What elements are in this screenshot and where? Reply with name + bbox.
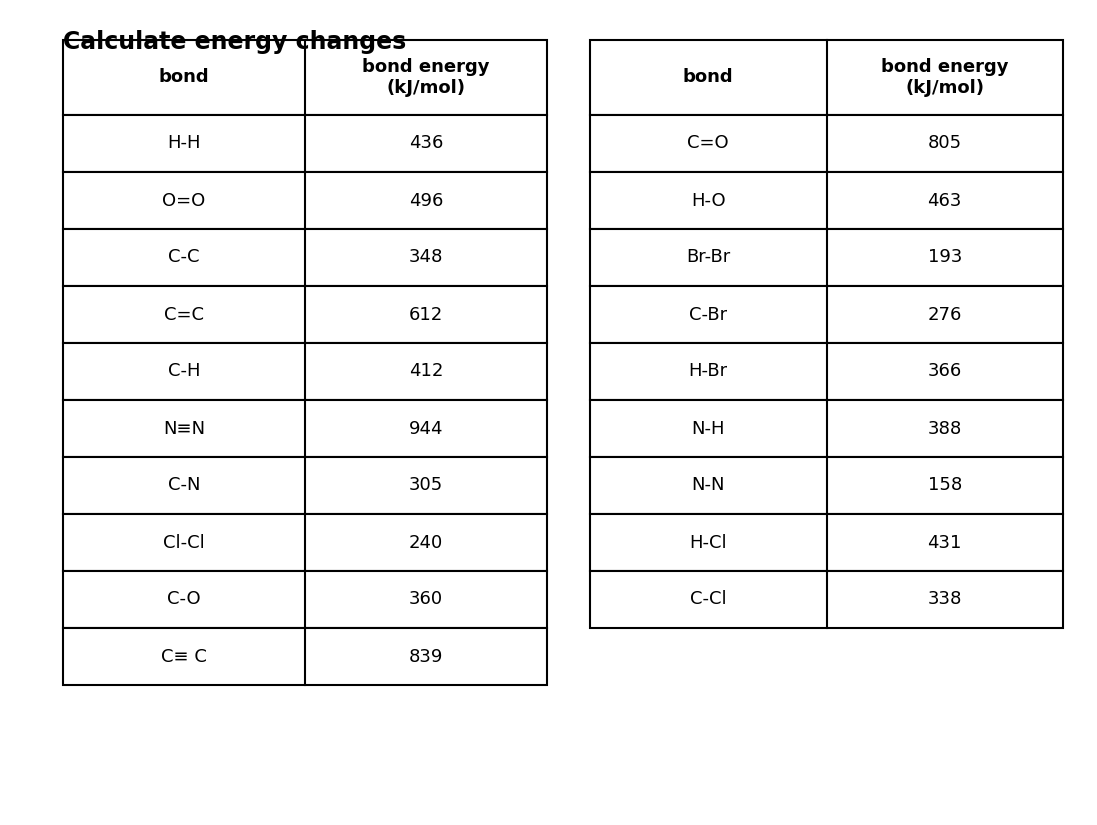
Text: H-Cl: H-Cl	[689, 534, 727, 551]
Text: 496: 496	[409, 191, 443, 210]
Bar	[590, 172, 1063, 229]
Text: 944: 944	[409, 419, 443, 437]
Text: N≡N: N≡N	[163, 419, 205, 437]
Text: 240: 240	[409, 534, 443, 551]
Text: Calculate energy changes: Calculate energy changes	[63, 30, 406, 54]
Text: 463: 463	[928, 191, 962, 210]
Text: 276: 276	[928, 305, 962, 323]
Bar	[63, 571, 547, 628]
Text: 805: 805	[928, 134, 962, 153]
Text: C-N: C-N	[168, 477, 201, 494]
Bar	[63, 286, 547, 343]
Text: N-H: N-H	[691, 419, 725, 437]
Bar	[590, 40, 1063, 115]
Bar	[590, 457, 1063, 514]
Text: 360: 360	[409, 591, 443, 609]
Text: 412: 412	[409, 362, 443, 380]
Bar	[590, 571, 1063, 628]
Text: 158: 158	[928, 477, 962, 494]
Text: 388: 388	[928, 419, 962, 437]
Text: 348: 348	[409, 248, 443, 266]
Bar	[63, 229, 547, 286]
Text: C-Cl: C-Cl	[690, 591, 726, 609]
Bar	[590, 343, 1063, 400]
Bar	[63, 457, 547, 514]
Text: 431: 431	[928, 534, 962, 551]
Bar	[590, 400, 1063, 457]
Text: C-Br: C-Br	[689, 305, 727, 323]
Bar	[63, 343, 547, 400]
Text: 436: 436	[409, 134, 443, 153]
Text: H-O: H-O	[691, 191, 725, 210]
Text: 338: 338	[928, 591, 962, 609]
Bar	[590, 514, 1063, 571]
Bar	[63, 172, 547, 229]
Bar	[63, 514, 547, 571]
Text: N-N: N-N	[691, 477, 725, 494]
Text: Cl-Cl: Cl-Cl	[163, 534, 205, 551]
Bar	[590, 229, 1063, 286]
Text: 366: 366	[928, 362, 962, 380]
Text: bond: bond	[683, 68, 734, 87]
Bar	[590, 286, 1063, 343]
Text: C=C: C=C	[163, 305, 204, 323]
Text: 193: 193	[928, 248, 962, 266]
Text: H-H: H-H	[167, 134, 201, 153]
Text: C-C: C-C	[168, 248, 200, 266]
Text: C-O: C-O	[167, 591, 201, 609]
Text: 305: 305	[409, 477, 443, 494]
Text: O=O: O=O	[162, 191, 205, 210]
Bar	[63, 115, 547, 172]
Bar	[590, 115, 1063, 172]
Text: C≡ C: C≡ C	[161, 648, 207, 666]
Bar	[63, 400, 547, 457]
Text: bond energy
(kJ/mol): bond energy (kJ/mol)	[881, 58, 1008, 97]
Bar	[63, 40, 547, 115]
Text: Br-Br: Br-Br	[686, 248, 731, 266]
Text: bond: bond	[159, 68, 210, 87]
Text: H-Br: H-Br	[689, 362, 727, 380]
Text: bond energy
(kJ/mol): bond energy (kJ/mol)	[362, 58, 489, 97]
Text: 612: 612	[409, 305, 443, 323]
Text: C=O: C=O	[688, 134, 730, 153]
Text: 839: 839	[409, 648, 443, 666]
Bar	[63, 628, 547, 685]
Text: C-H: C-H	[168, 362, 201, 380]
